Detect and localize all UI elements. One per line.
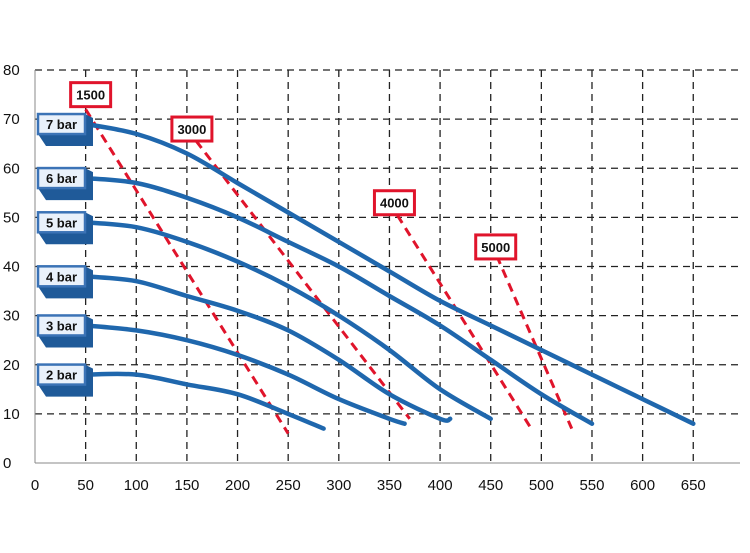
- x-tick-label: 400: [428, 477, 453, 494]
- speed-label-text: 5000: [481, 240, 510, 255]
- x-tick-label: 300: [326, 477, 351, 494]
- pressure-label-5-bar: 5 bar: [36, 211, 93, 245]
- y-tick-label: 60: [3, 160, 20, 177]
- speed-label-box: [170, 115, 214, 143]
- x-tick-label: 550: [579, 477, 604, 494]
- speed-label-text: 4000: [380, 196, 409, 211]
- pressure-label-text: 6 bar: [46, 171, 77, 186]
- y-tick-label: 0: [3, 455, 11, 472]
- speed-label-1500: 1500: [69, 81, 113, 109]
- speed-labels: 1500 3000 4000 5000: [69, 81, 518, 261]
- pressure-label-text: 5 bar: [46, 215, 77, 230]
- speed-label-box: [372, 189, 416, 217]
- label-box: [36, 314, 87, 337]
- pressure-curve-3-bar: [83, 323, 407, 426]
- x-tick-label: 0: [31, 477, 39, 494]
- speed-line-1500: [84, 108, 290, 435]
- x-tick-label: 250: [276, 477, 301, 494]
- pressure-curve-2-bar: [83, 371, 326, 431]
- pressure-label-7-bar: 7 bar: [36, 112, 93, 147]
- label-box: [36, 166, 87, 190]
- y-tick-label: 40: [3, 259, 20, 276]
- pressure-label-4-bar: 4 bar: [36, 265, 93, 299]
- pressure-curve-6-bar: [83, 175, 595, 426]
- speed-lines: [84, 108, 574, 435]
- speed-label-text: 1500: [76, 88, 105, 103]
- x-tick-label: 50: [77, 477, 94, 494]
- x-tick-label: 200: [225, 477, 250, 494]
- speed-label-4000: 4000: [372, 189, 416, 217]
- pressure-label-6-bar: 6 bar: [36, 166, 93, 201]
- pressure-curves: [83, 121, 696, 431]
- x-axis-ticks: 0 50 100 150 200 250 300 350 400 450 500 550 600 650: [31, 477, 706, 494]
- y-tick-label: 10: [3, 406, 20, 423]
- speed-line-5000: [489, 241, 574, 430]
- y-tick-label: 70: [3, 111, 20, 128]
- chart-axes: [34, 70, 740, 464]
- x-tick-label: 500: [529, 477, 554, 494]
- pressure-curve-5-bar: [83, 220, 493, 422]
- pressure-label-text: 4 bar: [46, 269, 77, 284]
- pressure-curve-4-bar: [83, 274, 453, 423]
- pressure-label-text: 7 bar: [46, 117, 77, 132]
- pressure-label-text: 2 bar: [46, 368, 77, 383]
- y-tick-label: 30: [3, 308, 20, 325]
- speed-label-text: 3000: [177, 122, 206, 137]
- y-axis-ticks: 0 10 20 30 40 50 60 70 80: [3, 62, 20, 472]
- label-box: [36, 112, 87, 136]
- speed-label-5000: 5000: [474, 233, 518, 261]
- y-tick-label: 50: [3, 209, 20, 226]
- label-box: [36, 211, 87, 234]
- label-box: [36, 265, 87, 288]
- label-box: [36, 363, 87, 386]
- x-tick-label: 100: [124, 477, 149, 494]
- x-tick-label: 150: [174, 477, 199, 494]
- x-tick-label: 450: [478, 477, 503, 494]
- x-tick-label: 350: [377, 477, 402, 494]
- y-tick-label: 80: [3, 62, 20, 79]
- pressure-label-2-bar: 2 bar: [36, 363, 93, 397]
- y-tick-label: 20: [3, 357, 20, 374]
- speed-label-box: [474, 233, 518, 261]
- pressure-label-text: 3 bar: [46, 318, 77, 333]
- x-tick-label: 650: [681, 477, 706, 494]
- pressure-curve-7-bar: [83, 121, 696, 426]
- speed-label-box: [69, 81, 113, 109]
- pressure-labels: 7 bar 6 bar 5 bar 4 bar 3 bar 2 bar: [36, 112, 93, 397]
- pressure-label-3-bar: 3 bar: [36, 314, 93, 348]
- chart-grid: [35, 69, 740, 463]
- x-tick-label: 600: [630, 477, 655, 494]
- speed-label-3000: 3000: [170, 115, 214, 143]
